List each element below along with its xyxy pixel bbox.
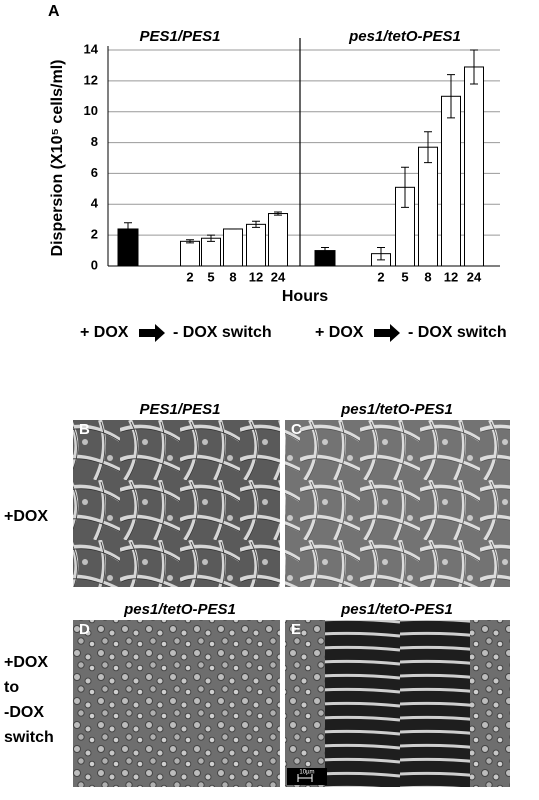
bar xyxy=(201,237,221,267)
sem-image xyxy=(470,620,510,787)
panel-title: pes1/tetO-PES1 xyxy=(340,601,453,618)
panel-letter: D xyxy=(79,621,90,638)
error-bar xyxy=(424,131,432,164)
bar xyxy=(441,95,461,267)
x-tick-label: 8 xyxy=(229,269,236,284)
sem-image xyxy=(285,420,510,587)
switch-after: - DOX switch xyxy=(408,324,507,341)
x-tick-label: 12 xyxy=(444,269,458,284)
scale-bar xyxy=(297,774,313,782)
error-bar xyxy=(207,234,215,242)
bar xyxy=(246,223,266,267)
arrow xyxy=(374,324,400,342)
bar xyxy=(464,66,484,267)
error-bar xyxy=(377,246,385,261)
error-bar xyxy=(274,211,282,216)
panel-letter: E xyxy=(291,621,301,638)
group-title: PES1/PES1 xyxy=(140,28,221,45)
y-tick-label: 10 xyxy=(84,103,98,118)
x-tick-label: 8 xyxy=(424,269,431,284)
panel-title: pes1/tetO-PES1 xyxy=(123,601,236,618)
x-tick-label: 5 xyxy=(207,269,214,284)
panel-label: A xyxy=(48,3,60,20)
sem-images: 10µm xyxy=(73,420,510,787)
error-bar xyxy=(186,239,194,244)
y-tick-label: 12 xyxy=(84,72,98,87)
x-tick-label: 2 xyxy=(186,269,193,284)
error-bar xyxy=(447,74,455,119)
y-tick-label: 6 xyxy=(91,165,98,180)
y-tick-label: 14 xyxy=(84,41,99,56)
group-title: pes1/tetO-PES1 xyxy=(348,28,461,45)
bar xyxy=(223,228,243,267)
switch-after: - DOX switch xyxy=(173,324,272,341)
scale-bar-box xyxy=(287,768,327,785)
x-axis-label: Hours xyxy=(282,288,328,305)
x-tick-label: 24 xyxy=(467,269,482,284)
y-tick-label: 0 xyxy=(91,257,98,272)
row-label: to xyxy=(4,679,19,696)
y-tick-label: 4 xyxy=(91,196,99,211)
sem-image xyxy=(285,620,325,787)
panel-title: pes1/tetO-PES1 xyxy=(340,401,453,418)
error-bar xyxy=(470,49,478,85)
arrow xyxy=(139,324,165,342)
panel-letter: B xyxy=(79,421,90,438)
switch-before: + DOX xyxy=(80,324,129,341)
y-axis-label: Dispersion (X10⁵ cells/ml) xyxy=(49,60,66,257)
x-tick-label: 24 xyxy=(271,269,286,284)
switch-before: + DOX xyxy=(315,324,364,341)
row-label: -DOX xyxy=(4,704,44,721)
panel-letter: C xyxy=(291,421,302,438)
sem-image xyxy=(73,420,280,587)
row-label: +DOX xyxy=(4,654,48,671)
panel-title: PES1/PES1 xyxy=(140,401,221,418)
y-tick-label: 2 xyxy=(91,227,98,242)
y-tick-label: 8 xyxy=(91,134,98,149)
error-bar xyxy=(321,246,329,255)
row-label: +DOX xyxy=(4,508,48,525)
x-tick-label: 12 xyxy=(249,269,263,284)
bar xyxy=(180,240,200,267)
x-tick-label: 2 xyxy=(377,269,384,284)
sem-image xyxy=(73,620,280,787)
bar xyxy=(268,213,288,267)
bar xyxy=(418,146,438,267)
scale-bar-label: 10µm xyxy=(299,770,314,776)
error-bar xyxy=(252,220,260,228)
row-label: switch xyxy=(4,729,54,746)
error-bar xyxy=(401,166,409,208)
error-bar xyxy=(124,222,132,236)
x-tick-label: 5 xyxy=(401,269,408,284)
